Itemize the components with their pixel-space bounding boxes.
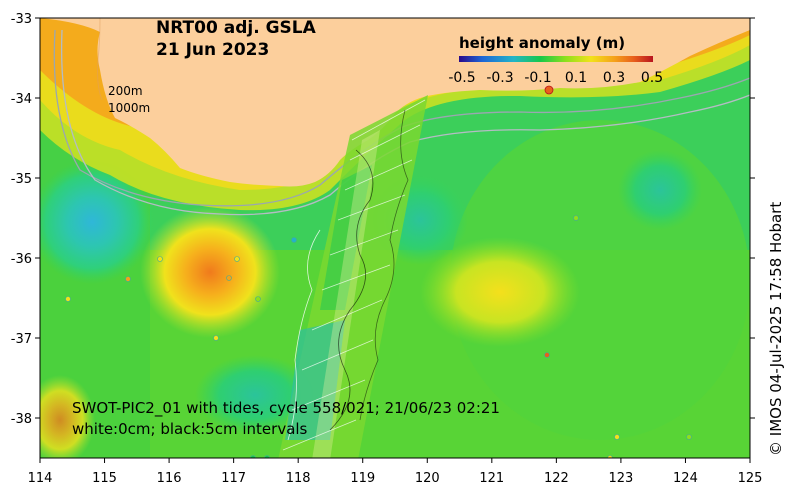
colorbar-ramp xyxy=(459,56,653,62)
y-tick-label: -33 xyxy=(11,12,32,27)
x-tick-label: 116 xyxy=(157,471,182,486)
swot-contours xyxy=(282,99,426,451)
x-tick-label: 117 xyxy=(221,471,246,486)
colorbar-tick-label: 0.1 xyxy=(565,70,587,86)
isobath-label-1000m: 1000m xyxy=(108,101,150,115)
swot-annotation-line2: white:0cm; black:5cm intervals xyxy=(72,420,308,438)
isobath-label-200m: 200m xyxy=(108,84,143,98)
colorbar-tick-label: -0.3 xyxy=(486,70,513,86)
plot-frame xyxy=(39,17,751,459)
y-tick-label: -35 xyxy=(11,172,32,187)
warm-eddy-southwest xyxy=(40,375,95,458)
x-tick-label: 123 xyxy=(608,471,633,486)
coastline-west xyxy=(40,18,103,101)
colorbar-tick-label: -0.1 xyxy=(524,70,551,86)
colorbar-title: height anomaly (m) xyxy=(459,34,625,52)
x-tick-label: 120 xyxy=(415,471,440,486)
y-tick-label: -34 xyxy=(11,92,32,107)
swot-swath-cool-patch xyxy=(320,165,372,310)
x-tick-label: 114 xyxy=(28,471,53,486)
colorbar-ticks: -0.5 -0.3 -0.1 0.1 0.3 0.5 xyxy=(448,70,663,86)
y-tick-label: -38 xyxy=(11,412,32,427)
swot-swath-southern-patch xyxy=(285,320,345,440)
drifter-markers xyxy=(65,85,692,458)
anticyclonic-eddy xyxy=(140,206,280,338)
colorbar-tick-label: -0.5 xyxy=(448,70,475,86)
swot-nadir-gap xyxy=(312,130,380,458)
cool-eddy-east xyxy=(618,150,702,230)
y-tick-label: -37 xyxy=(11,332,32,347)
x-tick-label: 124 xyxy=(673,471,698,486)
swot-annotation-line1: SWOT-PIC2_01 with tides, cycle 558/021; … xyxy=(72,399,500,418)
x-tick-label: 119 xyxy=(350,471,375,486)
colorbar-tick-label: 0.3 xyxy=(603,70,625,86)
y-axis: -33 -34 -35 -36 -37 -38 xyxy=(11,12,755,427)
x-tick-label: 122 xyxy=(544,471,569,486)
x-tick-label: 125 xyxy=(738,471,763,486)
map-title-line1: NRT00 adj. GSLA xyxy=(156,18,317,38)
cool-eddy-south xyxy=(195,355,315,435)
colorbar-tick-label: 0.5 xyxy=(641,70,663,86)
warm-eddy-central xyxy=(420,237,580,347)
y-tick-label: -36 xyxy=(11,252,32,267)
x-tick-label: 121 xyxy=(479,471,504,486)
x-tick-label: 118 xyxy=(286,471,311,486)
x-axis: 114 115 116 117 118 119 120 121 122 123 124 125 xyxy=(28,458,763,486)
x-tick-label: 115 xyxy=(92,471,117,486)
credit-text: © IMOS 04-Jul-2025 17:58 Hobart xyxy=(767,202,785,456)
map-title-line2: 21 Jun 2023 xyxy=(156,40,269,60)
